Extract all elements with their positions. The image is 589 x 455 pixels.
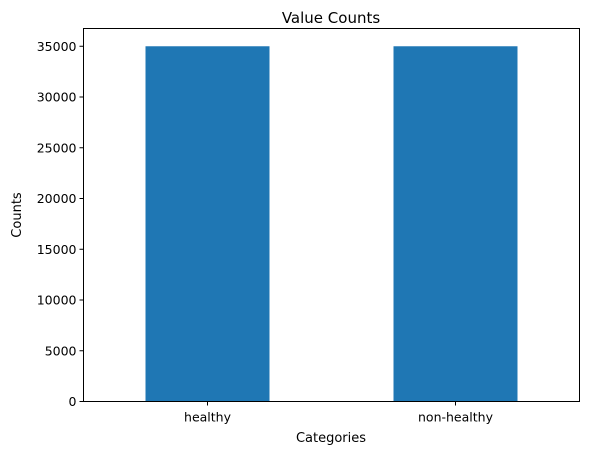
- y-tick-label: 20000: [37, 191, 77, 206]
- y-tick-label: 35000: [37, 39, 77, 54]
- chart-title: Value Counts: [282, 9, 381, 27]
- x-tick-label: non-healthy: [418, 410, 494, 425]
- y-tick-label: 25000: [37, 140, 77, 155]
- bar-non-healthy: [394, 46, 518, 401]
- y-tick-label: 30000: [37, 90, 77, 105]
- bar-healthy: [146, 46, 270, 401]
- y-tick-label: 15000: [37, 242, 77, 257]
- y-tick-label: 0: [69, 394, 77, 409]
- x-axis-label: Categories: [296, 431, 366, 446]
- x-tick-label: healthy: [184, 410, 232, 425]
- y-axis-label: Counts: [10, 192, 25, 238]
- y-tick-label: 10000: [37, 293, 77, 308]
- y-tick-label: 5000: [45, 343, 77, 358]
